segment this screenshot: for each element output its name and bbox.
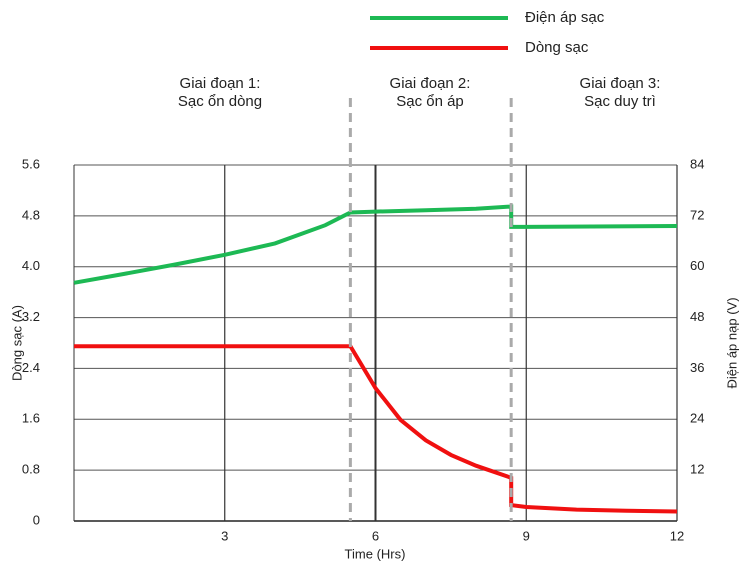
- stage-label: Giai đoạn 2:: [390, 75, 471, 92]
- y2-tick-label: 84: [690, 156, 704, 171]
- stage-label: Sạc duy trì: [584, 93, 656, 110]
- y2-tick-label: 60: [690, 258, 704, 273]
- x-axis-label: Time (Hrs): [345, 546, 406, 561]
- x-tick-label: 6: [372, 528, 379, 543]
- y-tick-label: 1.6: [22, 411, 40, 426]
- x-tick-label: 9: [523, 528, 530, 543]
- legend-label: Điện áp sạc: [525, 9, 605, 26]
- y2-tick-label: 72: [690, 207, 704, 222]
- y-axis-label: Dòng sạc (A): [9, 305, 24, 381]
- stage-label: Sạc ổn áp: [396, 93, 464, 110]
- x-tick-label: 3: [221, 528, 228, 543]
- legend-label: Dòng sạc: [525, 39, 589, 56]
- y-tick-label: 0.8: [22, 462, 40, 477]
- stage-label: Giai đoạn 3:: [580, 75, 661, 92]
- y-tick-label: 2.4: [22, 360, 40, 375]
- x-tick-label: 12: [670, 528, 684, 543]
- series-line: [74, 344, 678, 514]
- y-tick-label: 4.0: [22, 258, 40, 273]
- stage-label: Sạc ổn dòng: [178, 93, 262, 110]
- y2-axis-label: Điện áp nạp (V): [724, 297, 739, 388]
- y-tick-label: 0: [33, 512, 40, 527]
- y-tick-label: 4.8: [22, 207, 40, 222]
- stage-label: Giai đoạn 1:: [180, 75, 261, 92]
- y-tick-label: 5.6: [22, 156, 40, 171]
- y-tick-label: 3.2: [22, 309, 40, 324]
- y2-tick-label: 36: [690, 360, 704, 375]
- y2-tick-label: 12: [690, 462, 704, 477]
- y2-tick-label: 24: [690, 411, 704, 426]
- y2-tick-label: 48: [690, 309, 704, 324]
